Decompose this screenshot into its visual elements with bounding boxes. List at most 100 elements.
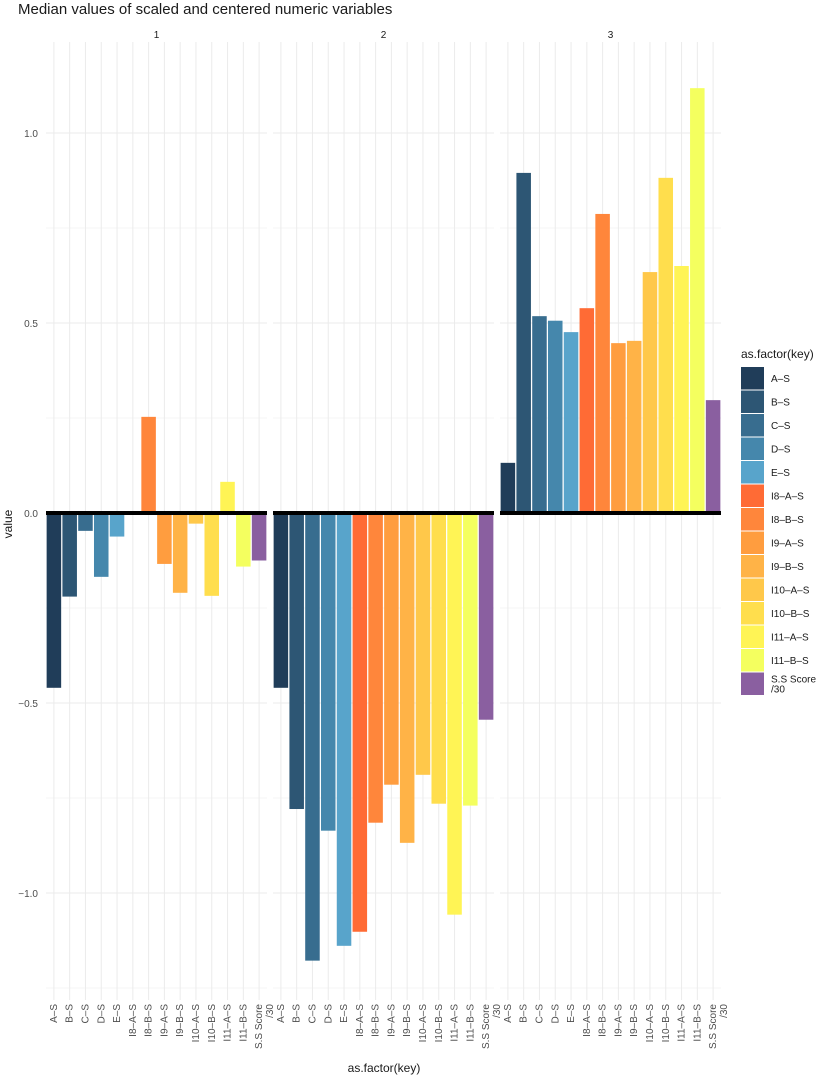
legend-item: E–S <box>741 461 790 484</box>
x-tick-label: I8–A–S <box>582 1004 593 1037</box>
facet-strip-label: 2 <box>381 30 387 41</box>
legend-swatch <box>741 672 764 695</box>
bar-2-0 <box>273 513 289 688</box>
legend-label: B–S <box>771 398 790 409</box>
bar-1-10 <box>204 513 220 596</box>
bar-1-3 <box>93 513 109 577</box>
x-tick-label: I9–A–S <box>159 1004 170 1037</box>
legend-swatch <box>741 649 764 672</box>
facet-strip-label: 3 <box>608 30 614 41</box>
legend-swatch <box>741 367 764 390</box>
legend-label: I8–B–S <box>771 515 804 526</box>
x-tick-label: I10–A–S <box>645 1004 656 1043</box>
legend-label: E–S <box>771 468 790 479</box>
legend-swatch <box>741 555 764 578</box>
bar-1-0 <box>46 513 62 688</box>
bar-1-7 <box>157 513 172 564</box>
facet-strip-label: 1 <box>154 30 160 41</box>
bar-2-12 <box>463 513 478 806</box>
legend-item: I10–B–S <box>741 602 810 625</box>
legend-swatch <box>741 437 764 460</box>
x-tick-label: S.S Score/30 <box>708 1004 730 1049</box>
x-tick-label: I11–A–S <box>223 1004 234 1042</box>
x-tick-label: E–S <box>112 1004 123 1023</box>
legend-label: C–S <box>771 421 791 432</box>
y-tick-label: −1.0 <box>18 889 38 900</box>
chart-title: Median values of scaled and centered num… <box>18 1 392 18</box>
x-tick-label: B–S <box>292 1004 303 1023</box>
legend-item: C–S <box>741 414 791 437</box>
x-tick-label: I10–B–S <box>207 1004 218 1043</box>
bar-1-12 <box>236 513 251 567</box>
bar-2-6 <box>368 513 383 823</box>
x-axis-title: as.factor(key) <box>348 1061 421 1075</box>
bar-2-7 <box>384 513 399 785</box>
bar-2-3 <box>320 513 336 831</box>
x-tick-label: I9–B–S <box>629 1004 640 1037</box>
bar-3-2 <box>532 316 547 513</box>
legend: as.factor(key) A–S B–S C–S D–S E–S I8–A–S I8–B… <box>741 347 816 696</box>
bar-3-7 <box>611 343 626 513</box>
legend-swatch <box>741 390 764 413</box>
x-tick-label: I11–A–S <box>677 1004 688 1042</box>
legend-swatch <box>741 625 764 648</box>
y-tick-label: −0.5 <box>18 699 38 710</box>
bar-3-3 <box>547 320 563 513</box>
legend-item: D–S <box>741 437 791 460</box>
legend-swatch <box>741 531 764 554</box>
x-tick-label: D–S <box>550 1004 561 1024</box>
x-tick-label: I9–A–S <box>386 1004 397 1037</box>
bar-1-11 <box>220 481 235 513</box>
x-tick-label: A–S <box>276 1004 287 1023</box>
x-tick-label: I8–A–S <box>355 1004 366 1037</box>
bar-2-2 <box>305 513 320 961</box>
bar-3-8 <box>626 340 642 513</box>
legend-item: I8–B–S <box>741 508 804 531</box>
facet-panel-2: 2 A–S B–S C–S D–S E–S I8–A–S I8–B–S I9–A–S I9–B–S… <box>273 30 503 1049</box>
legend-label: I9–A–S <box>771 539 804 550</box>
legend-swatch <box>741 602 764 625</box>
x-tick-label: I10–B–S <box>434 1004 445 1043</box>
legend-label: I11–A–S <box>771 633 809 644</box>
legend-label: I8–A–S <box>771 492 804 503</box>
bar-2-11 <box>447 513 462 915</box>
bar-2-10 <box>431 513 447 804</box>
bar-1-4 <box>109 513 125 537</box>
x-tick-label: I9–B–S <box>402 1004 413 1037</box>
x-tick-label: C–S <box>307 1004 318 1024</box>
bar-3-6 <box>595 213 610 513</box>
bar-3-5 <box>579 308 595 513</box>
bar-3-4 <box>563 332 579 513</box>
x-tick-label: I8–A–S <box>128 1004 139 1037</box>
bar-2-8 <box>399 513 415 843</box>
bar-2-1 <box>289 513 304 810</box>
legend-title: as.factor(key) <box>741 347 814 361</box>
x-tick-label: I9–B–S <box>175 1004 186 1037</box>
bar-1-13 <box>251 513 267 561</box>
y-tick-label: 0.0 <box>24 509 38 520</box>
bar-1-2 <box>78 513 93 531</box>
legend-item: S.S Score/30 <box>741 672 816 696</box>
y-axis: −1.0 −0.5 0.0 0.5 1.0 <box>18 129 38 900</box>
x-tick-label: D–S <box>323 1004 334 1024</box>
x-tick-label: I8–B–S <box>144 1004 155 1037</box>
bar-1-1 <box>62 513 77 597</box>
y-axis-title: value <box>1 509 15 538</box>
x-tick-label: S.S Score/30 <box>481 1004 503 1049</box>
legend-label: D–S <box>771 445 791 456</box>
x-tick-label: I8–B–S <box>371 1004 382 1037</box>
bar-2-5 <box>352 513 368 932</box>
legend-item: I9–A–S <box>741 531 804 554</box>
x-tick-label: E–S <box>339 1004 350 1023</box>
x-tick-label: I10–A–S <box>191 1004 202 1043</box>
x-tick-label: D–S <box>96 1004 107 1024</box>
legend-item: I9–B–S <box>741 555 804 578</box>
bar-3-10 <box>658 177 674 513</box>
legend-swatch <box>741 461 764 484</box>
x-tick-label: I10–B–S <box>661 1004 672 1043</box>
bar-3-13 <box>705 400 721 513</box>
legend-label: I10–A–S <box>771 586 810 597</box>
bar-1-9 <box>188 513 204 524</box>
legend-label: I9–B–S <box>771 562 804 573</box>
